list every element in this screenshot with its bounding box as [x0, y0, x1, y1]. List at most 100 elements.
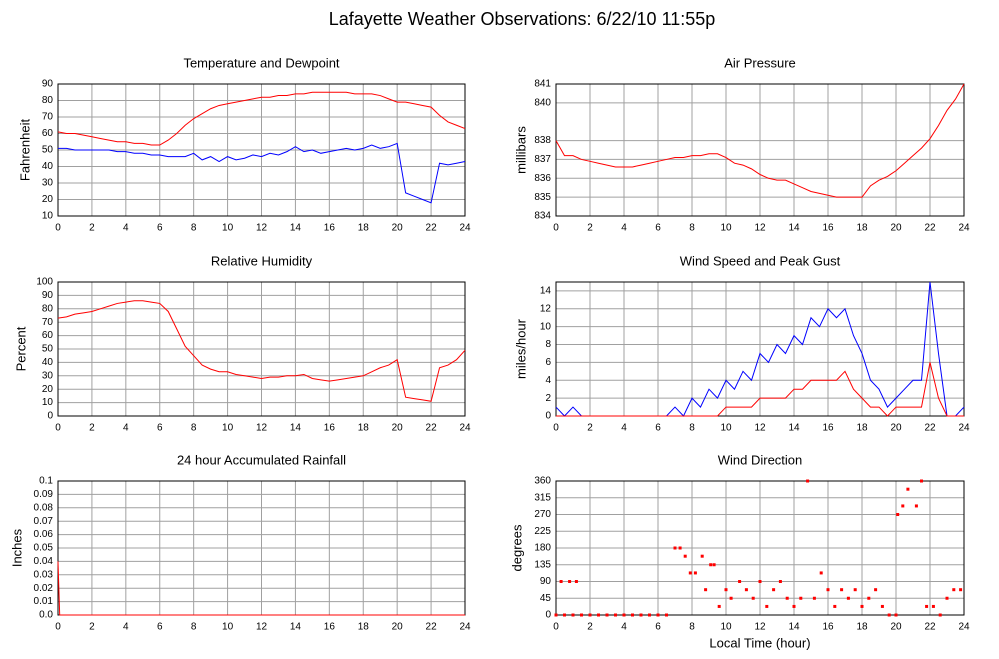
x-tick-label: 22	[924, 622, 936, 633]
data-point	[751, 596, 755, 600]
data-point	[622, 613, 626, 617]
y-tick-label: 360	[534, 476, 551, 487]
y-tick-label: 315	[534, 492, 551, 503]
data-point	[819, 571, 823, 575]
y-tick-label: 70	[42, 317, 54, 328]
x-tick-label: 10	[222, 622, 234, 633]
y-tick-label: 0.03	[34, 569, 54, 580]
data-point	[571, 613, 575, 617]
data-point	[648, 613, 651, 617]
x-tick-label: 10	[720, 423, 732, 434]
y-tick-label: 0.1	[39, 476, 53, 487]
x-tick-label: 8	[689, 622, 695, 633]
y-tick-label: 834	[534, 211, 551, 222]
data-line	[57, 91, 466, 146]
x-tick-label: 22	[924, 223, 936, 234]
x-tick-label: 18	[358, 423, 370, 434]
y-tick-label: 2	[545, 393, 551, 404]
y-tick-label: 30	[42, 370, 54, 381]
x-tick-label: 14	[290, 622, 302, 633]
y-tick-label: 0.08	[34, 502, 54, 513]
y-tick-label: 4	[545, 375, 551, 386]
data-point	[709, 563, 713, 567]
data-point	[568, 580, 572, 583]
data-point	[906, 487, 910, 491]
x-tick-label: 20	[392, 423, 404, 434]
x-tick-label: 4	[621, 423, 627, 434]
y-tick-label: 100	[36, 277, 53, 288]
x-tick-label: 8	[191, 622, 197, 633]
page-title: Lafayette Weather Observations: 6/22/10 …	[329, 9, 716, 29]
x-tick-label: 24	[459, 223, 471, 234]
y-tick-label: 10	[42, 397, 54, 408]
data-point	[614, 613, 617, 617]
data-point	[853, 588, 857, 592]
y-tick-label: 40	[42, 161, 54, 172]
data-point	[901, 504, 905, 508]
x-tick-label: 20	[890, 223, 902, 234]
data-point	[717, 604, 721, 608]
y-tick-label: 90	[42, 79, 54, 90]
x-tick-label: 14	[290, 423, 302, 434]
y-tick-label: 6	[545, 357, 551, 368]
x-tick-label: 2	[89, 622, 95, 633]
data-line	[57, 300, 466, 402]
data-point	[693, 571, 697, 575]
x-tick-label: 4	[123, 223, 129, 234]
y-tick-label: 50	[42, 145, 54, 156]
data-point	[588, 613, 592, 617]
data-point	[656, 613, 660, 617]
y-tick-label: 0.07	[34, 516, 54, 527]
x-tick-label: 10	[222, 423, 234, 434]
x-tick-label: 8	[689, 223, 695, 234]
x-tick-label: 14	[788, 223, 800, 234]
data-point	[673, 546, 677, 550]
data-point	[812, 596, 816, 600]
data-point	[799, 596, 803, 600]
plot-frame	[57, 83, 466, 217]
x-tick-label: 2	[587, 423, 593, 434]
data-point	[631, 613, 634, 617]
y-tick-label: 841	[534, 79, 551, 90]
plot-frame	[555, 281, 965, 417]
x-tick-label: 14	[788, 622, 800, 633]
y-tick-label: 80	[42, 95, 54, 106]
data-point	[765, 604, 769, 608]
data-point	[938, 613, 942, 617]
x-tick-label: 18	[856, 622, 868, 633]
x-tick-label: 16	[324, 223, 336, 234]
data-point	[683, 554, 687, 558]
y-tick-label: 0.01	[34, 596, 54, 607]
y-axis-label: Inches	[9, 528, 24, 567]
data-point	[700, 554, 704, 558]
x-tick-label: 22	[426, 622, 438, 633]
y-tick-label: 0.09	[34, 489, 54, 500]
data-point	[758, 580, 762, 583]
data-line	[57, 561, 465, 616]
plot-frame	[57, 281, 466, 417]
x-tick-label: 6	[157, 223, 163, 234]
x-tick-label: 24	[958, 423, 970, 434]
chart-title: Temperature and Dewpoint	[183, 55, 339, 70]
y-tick-label: 836	[534, 173, 551, 184]
x-tick-label: 4	[621, 622, 627, 633]
y-tick-label: 14	[540, 286, 552, 297]
x-tick-label: 16	[822, 622, 834, 633]
x-tick-label: 0	[553, 223, 559, 234]
data-point	[639, 613, 643, 617]
x-tick-label: 2	[89, 423, 95, 434]
data-point	[712, 563, 716, 567]
data-point	[597, 613, 600, 617]
x-tick-label: 6	[655, 622, 661, 633]
y-tick-label: 10	[540, 321, 552, 332]
x-tick-label: 12	[256, 223, 268, 234]
x-tick-label: 12	[754, 223, 766, 234]
y-tick-label: 0	[545, 610, 551, 621]
x-tick-label: 14	[788, 423, 800, 434]
chart-title: Air Pressure	[724, 55, 796, 70]
x-tick-label: 8	[689, 423, 695, 434]
y-tick-label: 0	[47, 411, 53, 422]
data-point	[574, 580, 578, 583]
plot-frame	[555, 480, 965, 616]
x-tick-label: 12	[754, 423, 766, 434]
